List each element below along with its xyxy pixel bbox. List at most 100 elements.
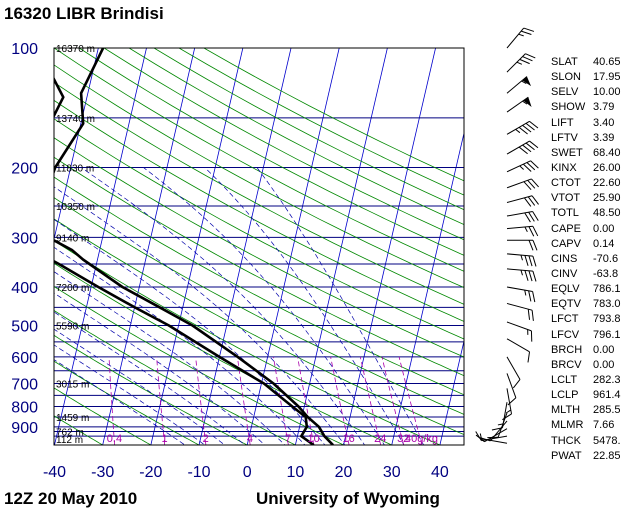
pressure-tick-label: 300 <box>11 230 38 247</box>
mixing-ratio-label: 40g/kg <box>405 433 438 445</box>
index-value: 3.40 <box>593 116 615 129</box>
observation-time: 12Z 20 May 2010 <box>4 489 138 508</box>
mixing-ratio-line <box>195 356 207 445</box>
index-row: PWAT 22.85 <box>551 449 621 464</box>
mixing-ratio-line <box>108 356 115 445</box>
index-key: CAPE <box>551 222 581 235</box>
wind-barb-staff <box>506 140 530 155</box>
mixing-ratio-line <box>359 356 382 445</box>
index-key: LIFT <box>551 116 574 129</box>
wind-barb <box>506 321 533 342</box>
wind-barb-half <box>524 290 527 296</box>
wind-barb <box>479 433 508 444</box>
wind-barb-full <box>528 270 533 282</box>
pressure-tick-label: 700 <box>11 377 38 394</box>
index-value: 22.85 <box>593 449 621 462</box>
wind-barb-staff <box>506 53 526 73</box>
index-key: EQTV <box>551 298 581 311</box>
wind-barb-staff <box>506 338 530 353</box>
index-value: 285.5 <box>593 404 621 417</box>
index-row: LIFT 3.40 <box>551 116 621 131</box>
index-key: MLTH <box>551 404 581 417</box>
mixing-ratio-label: 16 <box>343 433 355 445</box>
index-key: CINS <box>551 252 578 265</box>
wind-barb-staff <box>506 253 533 257</box>
height-label: 5590 m <box>56 321 89 332</box>
wind-barb <box>506 160 539 173</box>
moist-adiabat <box>54 246 306 445</box>
wind-barb-half <box>527 329 529 335</box>
index-key: SLAT <box>551 56 578 68</box>
wind-barb-full <box>527 196 536 206</box>
dry-adiabat <box>103 48 464 241</box>
index-row: SLON 17.95 <box>551 70 621 85</box>
temperature-tick-label: -40 <box>43 464 66 481</box>
index-value: 0.00 <box>593 343 615 356</box>
index-value: 3.39 <box>593 131 615 144</box>
index-value: 783.0 <box>593 298 621 311</box>
index-row: LFTV 3.39 <box>551 131 621 146</box>
moist-adiabat <box>54 311 246 445</box>
wind-barb-full <box>518 146 528 155</box>
moist-adiabat <box>143 167 385 445</box>
index-key: BRCV <box>551 358 582 371</box>
dry-adiabat <box>54 334 249 445</box>
temperature-tick-label: 10 <box>286 464 304 481</box>
index-value: 25.90 <box>593 192 621 205</box>
temperature-tick-label: 20 <box>335 464 353 481</box>
dry-adiabat <box>54 81 464 305</box>
index-key: LCLT <box>551 373 578 386</box>
index-key: VTOT <box>551 192 581 205</box>
index-key: LFTV <box>551 131 578 144</box>
wind-barb-staff <box>506 225 533 230</box>
wind-barb-full <box>524 212 531 223</box>
index-key: TOTL <box>551 207 579 220</box>
index-row: SELV 10.00 <box>551 85 621 100</box>
index-value: 7.66 <box>593 419 615 432</box>
isotherm-line <box>198 48 292 445</box>
wind-barb-full <box>532 211 539 221</box>
wind-barb-pennant <box>522 76 532 87</box>
temperature-tick-label: -20 <box>139 464 162 481</box>
wind-barb-full <box>523 197 532 207</box>
isotherm-line <box>439 339 464 445</box>
mixing-ratio-label: 24 <box>374 433 386 445</box>
wind-barb-staff <box>506 76 528 94</box>
wind-barb-full <box>475 431 482 441</box>
wind-barb-full <box>529 120 539 129</box>
wind-barb-staff <box>506 120 530 135</box>
wind-barb-full <box>532 291 536 303</box>
pressure-tick-label: 500 <box>11 318 38 335</box>
wind-barb-full <box>527 309 531 320</box>
wind-barb-full <box>525 122 535 131</box>
wind-barb-pennant <box>523 97 532 108</box>
moist-adiabat <box>256 167 425 445</box>
moist-adiabat <box>54 344 206 445</box>
moist-adiabat <box>54 359 186 445</box>
wind-barb-full <box>520 30 532 35</box>
wind-barb-staff <box>506 321 532 332</box>
wind-barb-full <box>527 179 536 189</box>
mixing-ratio-line <box>237 356 251 445</box>
index-row: MLMR 7.66 <box>551 418 621 433</box>
pressure-tick-label: 100 <box>11 41 38 58</box>
dry-adiabat <box>54 156 464 377</box>
index-key: CINV <box>551 267 578 280</box>
wind-barb-half <box>521 80 527 85</box>
mixing-ratio-line <box>273 356 289 445</box>
wind-barb-full <box>523 181 532 191</box>
wind-barb-full <box>531 195 539 205</box>
wind-barb-half <box>520 254 523 261</box>
index-row: LFCV 796.1 <box>551 328 621 343</box>
index-row: VTOT 25.90 <box>551 191 621 206</box>
wind-barb-half <box>518 33 524 37</box>
wind-barb-half <box>520 269 523 276</box>
height-label: 16370 m <box>56 44 95 55</box>
wind-barb-full <box>524 255 529 266</box>
index-row: BRCV 0.00 <box>551 358 621 373</box>
index-row: LCLP 961.4 <box>551 388 621 403</box>
index-value: 5478. <box>593 434 621 447</box>
wind-barb <box>506 178 539 191</box>
index-row: TOTL 48.50 <box>551 206 621 221</box>
